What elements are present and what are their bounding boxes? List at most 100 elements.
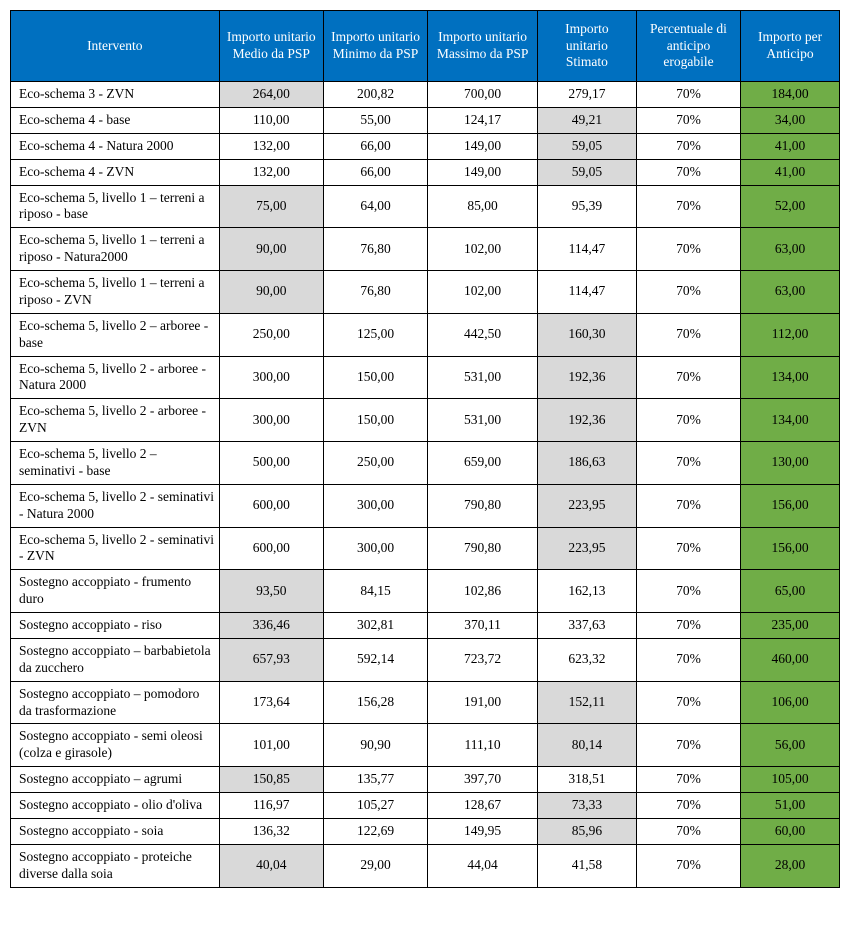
cell-minimo: 250,00 <box>323 442 427 485</box>
col-stimato: Importo unitario Stimato <box>538 11 637 82</box>
cell-percentuale: 70% <box>636 527 740 570</box>
cell-medio: 132,00 <box>219 159 323 185</box>
cell-percentuale: 70% <box>636 82 740 108</box>
cell-percentuale: 70% <box>636 133 740 159</box>
table-row: Eco-schema 5, livello 2 - seminativi - Z… <box>11 527 840 570</box>
cell-minimo: 90,90 <box>323 724 427 767</box>
cell-stimato: 80,14 <box>538 724 637 767</box>
cell-intervento: Sostegno accoppiato - semi oleosi (colza… <box>11 724 220 767</box>
table-row: Eco-schema 5, livello 2 - arboree - ZVN3… <box>11 399 840 442</box>
table-row: Eco-schema 5, livello 2 - seminativi - N… <box>11 484 840 527</box>
cell-minimo: 592,14 <box>323 638 427 681</box>
cell-stimato: 114,47 <box>538 271 637 314</box>
cell-medio: 132,00 <box>219 133 323 159</box>
cell-stimato: 85,96 <box>538 818 637 844</box>
cell-intervento: Eco-schema 5, livello 1 – terreni a ripo… <box>11 228 220 271</box>
col-intervento: Intervento <box>11 11 220 82</box>
cell-stimato: 59,05 <box>538 133 637 159</box>
cell-massimo: 149,00 <box>428 133 538 159</box>
cell-medio: 110,00 <box>219 107 323 133</box>
table-row: Sostegno accoppiato - frumento duro93,50… <box>11 570 840 613</box>
cell-intervento: Eco-schema 5, livello 2 - seminativi - N… <box>11 484 220 527</box>
cell-medio: 264,00 <box>219 82 323 108</box>
cell-minimo: 200,82 <box>323 82 427 108</box>
cell-anticipo: 52,00 <box>741 185 840 228</box>
cell-minimo: 55,00 <box>323 107 427 133</box>
cell-minimo: 76,80 <box>323 228 427 271</box>
cell-massimo: 111,10 <box>428 724 538 767</box>
table-row: Eco-schema 4 - base110,0055,00124,1749,2… <box>11 107 840 133</box>
cell-intervento: Eco-schema 4 - ZVN <box>11 159 220 185</box>
cell-minimo: 135,77 <box>323 767 427 793</box>
cell-medio: 600,00 <box>219 484 323 527</box>
cell-percentuale: 70% <box>636 356 740 399</box>
cell-intervento: Eco-schema 5, livello 2 - arboree - ZVN <box>11 399 220 442</box>
cell-stimato: 223,95 <box>538 527 637 570</box>
cell-massimo: 700,00 <box>428 82 538 108</box>
table-row: Sostegno accoppiato – barbabietola da zu… <box>11 638 840 681</box>
table-row: Eco-schema 5, livello 1 – terreni a ripo… <box>11 271 840 314</box>
cell-intervento: Sostegno accoppiato – barbabietola da zu… <box>11 638 220 681</box>
table-row: Eco-schema 3 - ZVN264,00200,82700,00279,… <box>11 82 840 108</box>
cell-intervento: Sostegno accoppiato - riso <box>11 613 220 639</box>
cell-stimato: 186,63 <box>538 442 637 485</box>
cell-anticipo: 34,00 <box>741 107 840 133</box>
cell-percentuale: 70% <box>636 767 740 793</box>
cell-intervento: Sostegno accoppiato – agrumi <box>11 767 220 793</box>
cell-anticipo: 235,00 <box>741 613 840 639</box>
cell-minimo: 76,80 <box>323 271 427 314</box>
cell-stimato: 59,05 <box>538 159 637 185</box>
cell-intervento: Eco-schema 5, livello 2 - seminativi - Z… <box>11 527 220 570</box>
cell-stimato: 49,21 <box>538 107 637 133</box>
cell-anticipo: 28,00 <box>741 844 840 887</box>
cell-medio: 93,50 <box>219 570 323 613</box>
cell-anticipo: 134,00 <box>741 356 840 399</box>
cell-percentuale: 70% <box>636 681 740 724</box>
cell-massimo: 44,04 <box>428 844 538 887</box>
cell-percentuale: 70% <box>636 107 740 133</box>
table-row: Eco-schema 4 - ZVN132,0066,00149,0059,05… <box>11 159 840 185</box>
cell-minimo: 29,00 <box>323 844 427 887</box>
cell-stimato: 192,36 <box>538 399 637 442</box>
cell-minimo: 150,00 <box>323 356 427 399</box>
table-row: Eco-schema 4 - Natura 2000132,0066,00149… <box>11 133 840 159</box>
cell-massimo: 85,00 <box>428 185 538 228</box>
cell-massimo: 790,80 <box>428 527 538 570</box>
cell-anticipo: 63,00 <box>741 271 840 314</box>
cell-anticipo: 106,00 <box>741 681 840 724</box>
cell-massimo: 790,80 <box>428 484 538 527</box>
cell-minimo: 150,00 <box>323 399 427 442</box>
table-row: Eco-schema 5, livello 1 – terreni a ripo… <box>11 228 840 271</box>
cell-intervento: Eco-schema 5, livello 1 – terreni a ripo… <box>11 185 220 228</box>
cell-intervento: Eco-schema 4 - base <box>11 107 220 133</box>
cell-massimo: 442,50 <box>428 313 538 356</box>
cell-massimo: 531,00 <box>428 356 538 399</box>
cell-minimo: 105,27 <box>323 793 427 819</box>
cell-anticipo: 41,00 <box>741 133 840 159</box>
cell-stimato: 160,30 <box>538 313 637 356</box>
cell-massimo: 149,95 <box>428 818 538 844</box>
table-row: Sostegno accoppiato – agrumi150,85135,77… <box>11 767 840 793</box>
cell-stimato: 162,13 <box>538 570 637 613</box>
cell-intervento: Sostegno accoppiato - soia <box>11 818 220 844</box>
cell-stimato: 41,58 <box>538 844 637 887</box>
table-header: Intervento Importo unitario Medio da PSP… <box>11 11 840 82</box>
table-row: Eco-schema 5, livello 2 – seminativi - b… <box>11 442 840 485</box>
cell-intervento: Sostegno accoppiato – pomodoro da trasfo… <box>11 681 220 724</box>
cell-medio: 90,00 <box>219 271 323 314</box>
table-row: Sostegno accoppiato - semi oleosi (colza… <box>11 724 840 767</box>
cell-intervento: Eco-schema 3 - ZVN <box>11 82 220 108</box>
col-minimo: Importo unitario Minimo da PSP <box>323 11 427 82</box>
cell-intervento: Eco-schema 5, livello 2 – arboree - base <box>11 313 220 356</box>
cell-stimato: 623,32 <box>538 638 637 681</box>
cell-stimato: 73,33 <box>538 793 637 819</box>
cell-massimo: 531,00 <box>428 399 538 442</box>
cell-massimo: 102,00 <box>428 228 538 271</box>
cell-percentuale: 70% <box>636 228 740 271</box>
cell-minimo: 300,00 <box>323 527 427 570</box>
table-row: Sostegno accoppiato - soia136,32122,6914… <box>11 818 840 844</box>
cell-intervento: Eco-schema 5, livello 1 – terreni a ripo… <box>11 271 220 314</box>
cell-medio: 40,04 <box>219 844 323 887</box>
cell-medio: 136,32 <box>219 818 323 844</box>
cell-anticipo: 56,00 <box>741 724 840 767</box>
